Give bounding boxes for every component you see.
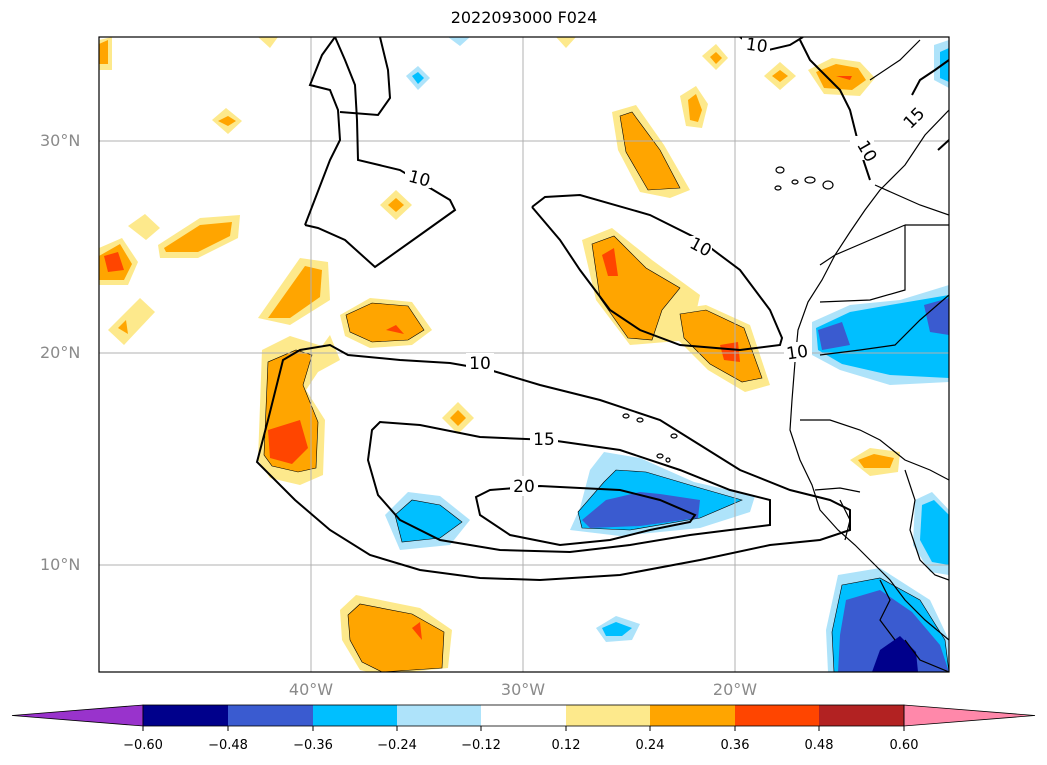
colorbar-tick-label: −0.24 (377, 738, 417, 753)
contour-labels: 10 10 10 10 15 20 10 15 10 (406, 35, 929, 497)
colorbar-tick-label: −0.12 (461, 738, 501, 753)
colorbar-ticks (142, 726, 905, 731)
colorbar-segment (228, 705, 313, 726)
colorbar-segment (819, 705, 904, 726)
contour-label-bg (405, 37, 931, 496)
lat-label-20n: 20°N (40, 343, 81, 362)
colorbar-segment (143, 705, 228, 726)
colorbar-segment (481, 705, 566, 726)
colorbar-segment (313, 705, 397, 726)
colorbar-extend-min (11, 704, 144, 727)
negative-anomaly-blobs (385, 37, 949, 672)
gridlines (99, 37, 949, 672)
contour-label: 20 (513, 477, 535, 497)
contour-label: 15 (533, 430, 555, 450)
colorbar-tick-label: 0.36 (720, 738, 750, 753)
colorbar-tick-label: −0.48 (208, 738, 248, 753)
contour-label: 10 (469, 354, 491, 374)
map-frame (98, 36, 950, 673)
contour-lines (255, 37, 949, 582)
colorbar-segment (650, 705, 735, 726)
lat-label-30n: 30°N (40, 131, 81, 150)
colorbar-tick-label: −0.60 (123, 738, 163, 753)
colorbar-tick-label: 0.12 (551, 738, 581, 753)
map-title: 2022093000 F024 (450, 8, 598, 27)
islands (622, 166, 834, 463)
colorbar-segment (566, 705, 650, 726)
contour-label: 10 (785, 342, 809, 365)
colorbar-extend-max (903, 704, 1036, 727)
lon-label-40w: 40°W (288, 680, 334, 699)
colorbar (11, 704, 1036, 731)
lon-label-20w: 20°W (712, 680, 758, 699)
map-area: 10 10 10 10 15 20 10 15 10 (99, 35, 949, 672)
colorbar-tick-label: 0.24 (635, 738, 665, 753)
colorbar-tick-label: −0.36 (293, 738, 333, 753)
colorbar-segment (735, 705, 819, 726)
colorbar-tick-label: 0.60 (889, 738, 919, 753)
lat-label-10n: 10°N (40, 555, 81, 574)
contour-label: 10 (745, 35, 769, 58)
coastlines (789, 39, 949, 672)
colorbar-tick-label: 0.48 (804, 738, 834, 753)
lon-label-30w: 30°W (500, 680, 546, 699)
colorbar-segment (397, 705, 481, 726)
